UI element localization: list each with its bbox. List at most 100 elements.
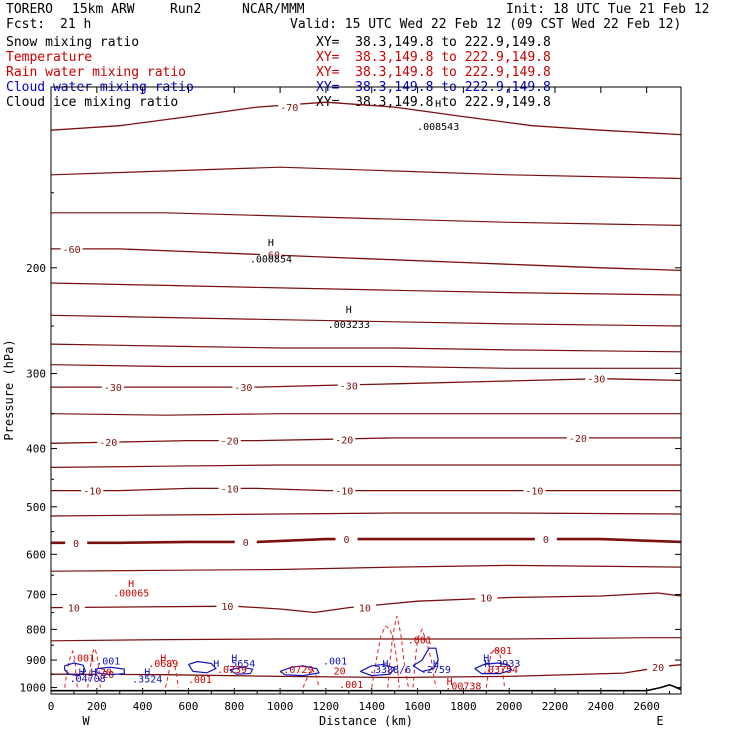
y-tick-label: 200 <box>26 262 46 275</box>
isotherm-label-bg <box>259 248 282 261</box>
y-tick-label: 800 <box>26 623 46 636</box>
contour-annotation: .0729 <box>283 665 313 676</box>
isotherm-label-bg <box>218 434 241 447</box>
isotherm-line <box>50 343 682 353</box>
isotherm-label-bg <box>333 433 356 446</box>
y-tick-label: 900 <box>26 654 46 667</box>
isotherm-label-bg <box>81 484 104 497</box>
x-tick-label: 2000 <box>496 700 523 713</box>
isotherm-label-bg <box>60 242 83 255</box>
contour-annotation: .03754 <box>482 665 518 676</box>
cloud-water-contour <box>229 666 254 675</box>
isotherm-label: -70 <box>280 103 298 114</box>
isotherm-label-bg <box>234 535 257 548</box>
contour-annotation: H <box>447 677 453 688</box>
header-model: TORERO <box>6 2 53 17</box>
x-axis-label: Distance (km) <box>319 714 413 728</box>
contour-annotation: .0689 <box>148 659 178 670</box>
isotherm-label: -20 <box>569 434 587 445</box>
rain-contour <box>485 647 506 688</box>
isotherm-label-bg <box>475 591 498 604</box>
contour-annotation: 20 <box>100 668 112 679</box>
x-tick-label: 1600 <box>404 700 431 713</box>
isotherm-label: -10 <box>335 487 353 498</box>
isotherm-label-bg <box>647 661 670 674</box>
contour-annotation: .001 <box>323 656 347 667</box>
isotherm-label: 0 <box>543 535 549 546</box>
field-xy: XY= 38.3,149.8 to 222.9,149.8 <box>316 35 551 50</box>
isotherm-line <box>50 101 682 136</box>
contour-annotation: .001 <box>408 636 432 647</box>
isotherm-line <box>51 537 682 545</box>
contour-annotation: H <box>160 654 166 665</box>
isotherm-line <box>50 413 681 416</box>
contour-annotation: 20 <box>334 667 346 678</box>
contour-annotation: H <box>483 654 489 665</box>
field-xy: XY= 38.3,149.8 to 222.9,149.8 <box>316 65 551 80</box>
x-tick-label: 800 <box>224 700 244 713</box>
cloud-water-contour <box>474 662 513 675</box>
field-name: Temperature <box>6 50 93 65</box>
contour-annotation: .001 <box>71 654 95 665</box>
isotherm-label-bg <box>585 372 608 385</box>
isotherm-line <box>51 212 682 226</box>
contour-annotation: H <box>435 99 441 110</box>
isotherm-line <box>50 592 682 614</box>
y-tick-label: 500 <box>26 501 46 514</box>
field-name: Cloud ice mixing ratio <box>6 95 179 110</box>
isotherm-label-bg <box>353 601 376 614</box>
contour-annotation: .008543 <box>417 122 459 133</box>
cloud-water-contour <box>96 666 125 676</box>
isotherm-label: -30 <box>104 383 122 394</box>
terrain-line <box>51 684 682 692</box>
isotherm-label: -20 <box>221 437 239 448</box>
contour-annotation: H <box>433 659 439 670</box>
contour-annotation: .000854 <box>250 255 292 266</box>
x-tick-label: 0 <box>48 700 55 713</box>
header-fcst-value: 21 h <box>60 17 92 32</box>
contour-annotation: .04708 <box>70 674 106 685</box>
contour-annotation: H <box>128 579 134 590</box>
isotherm-line <box>50 364 681 369</box>
isotherm-label-bg <box>97 435 120 448</box>
field-name: Rain water mixing ratio <box>6 65 187 80</box>
x-tick-label: 2200 <box>542 700 569 713</box>
isotherm-line <box>50 637 681 642</box>
isotherm-label: -60 <box>63 245 81 256</box>
x-tick-label: 2600 <box>633 700 660 713</box>
contour-annotation: H <box>144 668 150 679</box>
isotherm-label-bg <box>278 101 301 114</box>
cloud-water-contour <box>64 662 87 677</box>
isotherm-label-bg <box>216 600 239 613</box>
contour-annotation: H <box>231 654 237 665</box>
isotherm-line <box>51 248 682 272</box>
x-tick-label: 1400 <box>358 700 385 713</box>
cloud-water-contour <box>412 647 439 673</box>
header-init: Init: 18 UTC Tue 21 Feb 12 <box>506 2 710 17</box>
y-tick-label: 700 <box>26 589 46 602</box>
isotherm-line <box>50 437 681 444</box>
x-tick-label: 1800 <box>450 700 477 713</box>
isotherm-line <box>50 564 682 572</box>
rain-contour <box>165 658 179 688</box>
isotherm-label: -30 <box>234 383 252 394</box>
header-resolution: 15km ARW <box>72 2 135 17</box>
y-tick-label: 1000 <box>20 682 47 695</box>
contour-annotation: H <box>268 238 274 249</box>
y-tick-label: 300 <box>26 368 46 381</box>
contour-annotation: H.3933 <box>484 659 520 670</box>
field-name: Snow mixing ratio <box>6 35 140 50</box>
isotherm-line <box>50 512 682 517</box>
isotherm-label: 0 <box>73 539 79 550</box>
contour-annotation: .3388/6 <box>369 665 411 676</box>
isotherm-label: -30 <box>587 375 605 386</box>
isotherm-label-bg <box>218 482 241 495</box>
cloud-water-contour <box>279 665 320 677</box>
isotherm-label-bg <box>101 381 124 394</box>
isotherm-label: -20 <box>335 435 353 446</box>
isotherm-label-bg <box>333 484 356 497</box>
isotherm-label: 10 <box>480 593 492 604</box>
isotherm-label: -60 <box>262 250 280 261</box>
y-tick-label: 600 <box>26 548 46 561</box>
header-run: Run2 <box>170 2 202 17</box>
